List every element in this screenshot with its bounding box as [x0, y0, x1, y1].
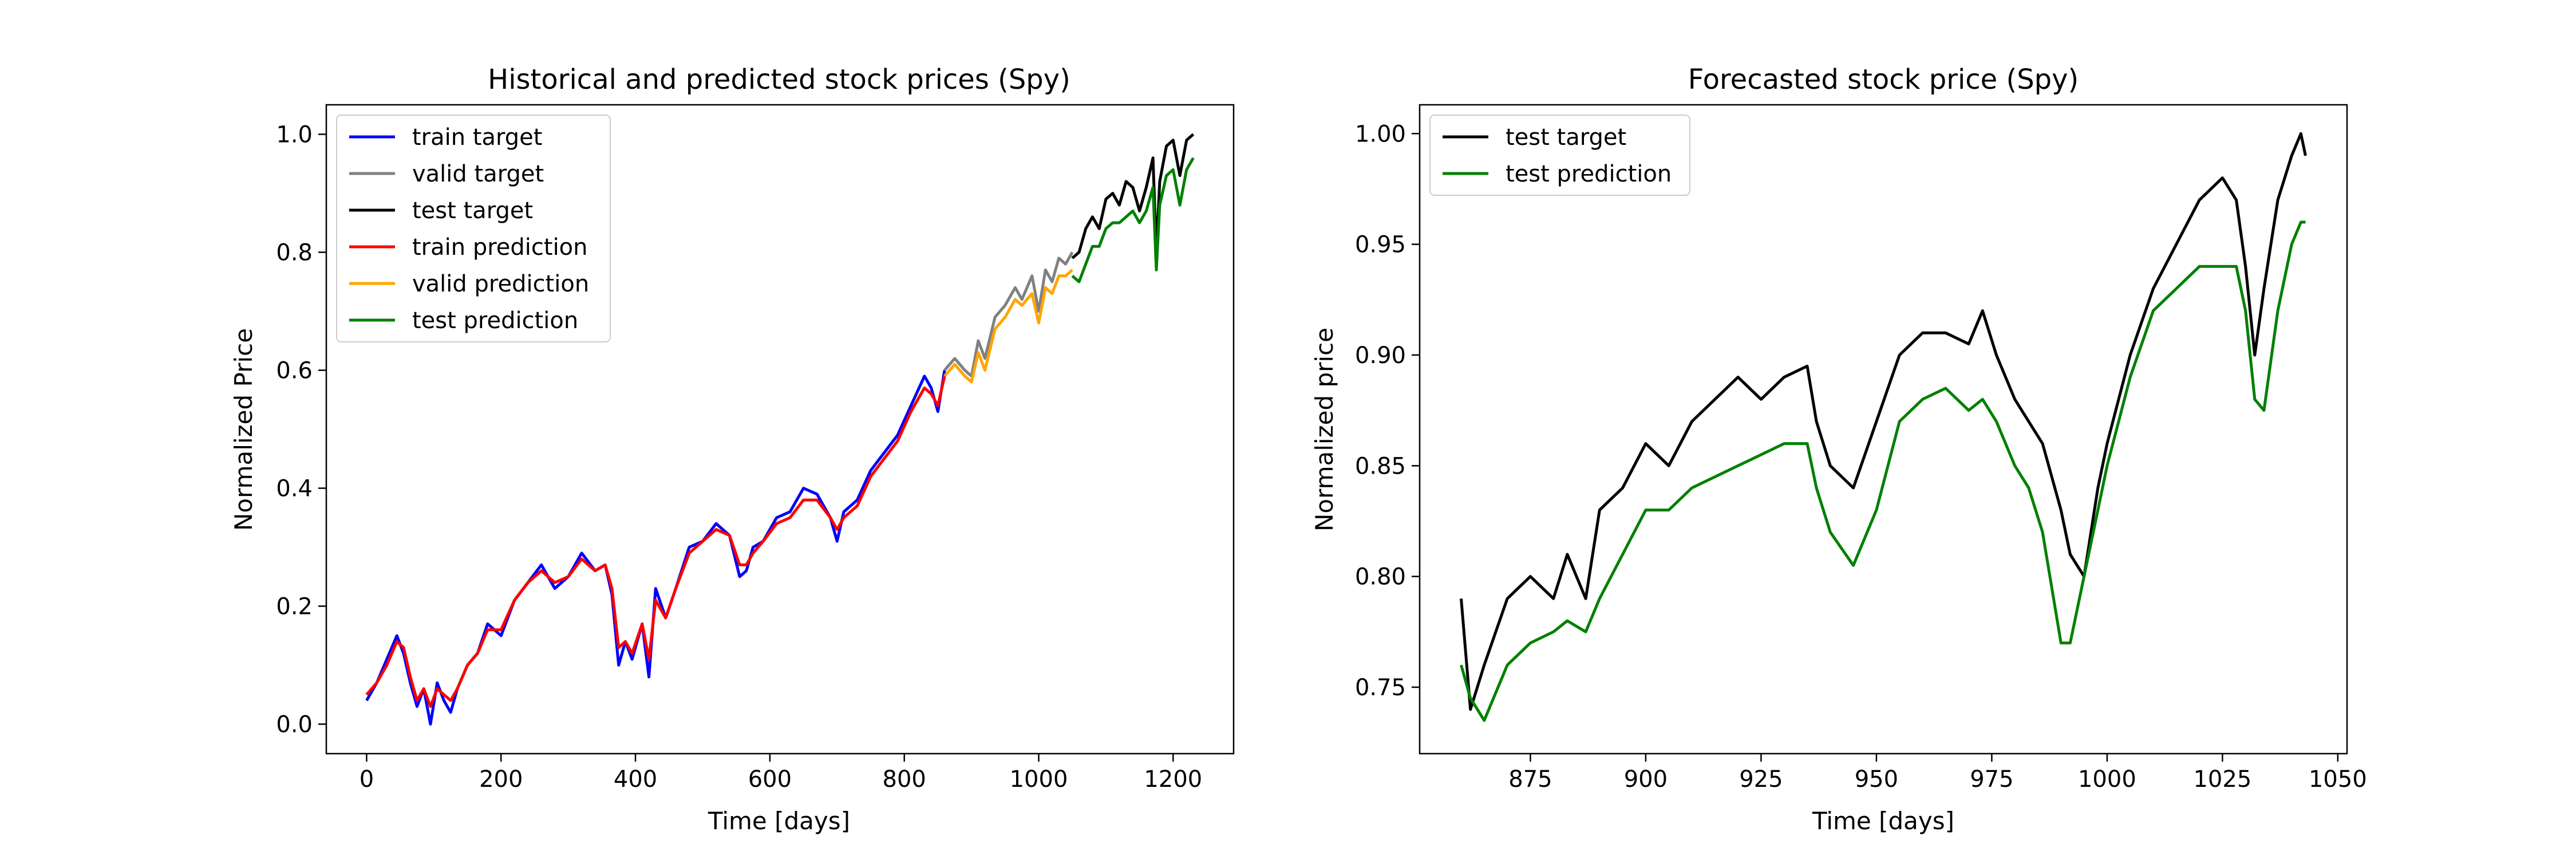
- x-tick-label: 1200: [1144, 766, 1202, 793]
- series-line-valid-prediction: [943, 269, 1073, 384]
- y-tick-label: 0.0: [276, 712, 313, 738]
- x-tick-label: 975: [1970, 766, 2013, 793]
- series-line-test-target: [1071, 133, 1195, 259]
- y-tick-label: 0.80: [1355, 564, 1406, 590]
- y-tick-label: 1.00: [1355, 121, 1406, 147]
- x-tick-label: 0: [359, 766, 374, 793]
- legend-box: [1429, 115, 1690, 196]
- legend-label: test target: [412, 198, 533, 224]
- series-line-test-prediction: [1460, 220, 2306, 722]
- chart-historical: Historical and predicted stock prices (S…: [230, 64, 1235, 835]
- legend: train target valid target test target train…: [336, 115, 611, 342]
- x-tick-label: 1025: [2193, 766, 2251, 793]
- series-line-train-prediction: [365, 376, 946, 708]
- series-line-test-prediction: [1071, 157, 1195, 283]
- x-tick-label: 200: [479, 766, 523, 793]
- axes-frame: [325, 104, 1235, 755]
- x-tick-label: 875: [1508, 766, 1552, 793]
- plot-area: 875 900 925 950 975 1000 1025 1050 0.75 0.80 0.85 0…: [1355, 104, 2367, 793]
- chart-title: Forecasted stock price (Spy): [1688, 64, 2079, 96]
- y-tick-label: 1.0: [276, 122, 313, 148]
- chart-forecast: Forecasted stock price (Spy) Time [days]…: [1310, 64, 2367, 835]
- x-axis-label: Time [days]: [708, 807, 850, 835]
- y-tick-label: 0.95: [1355, 232, 1406, 258]
- legend-label: valid target: [412, 161, 544, 187]
- x-tick-label: 925: [1739, 766, 1783, 793]
- x-tick-label: 400: [614, 766, 657, 793]
- y-tick-label: 0.2: [276, 594, 313, 620]
- y-axis-label: Normalized price: [1310, 328, 1338, 531]
- x-tick-label: 800: [883, 766, 926, 793]
- series-line-valid-target: [943, 251, 1074, 378]
- x-tick-label: 950: [1855, 766, 1898, 793]
- axes-frame: [1419, 104, 2348, 755]
- x-tick-label: 900: [1624, 766, 1668, 793]
- y-tick-label: 0.8: [276, 240, 313, 266]
- legend: test target test prediction: [1429, 115, 1690, 196]
- y-tick-label: 0.75: [1355, 675, 1406, 701]
- x-tick-label: 1000: [2078, 766, 2136, 793]
- y-tick-label: 0.90: [1355, 342, 1406, 369]
- legend-box: [336, 115, 611, 342]
- series-line-test-target: [1460, 132, 2307, 711]
- x-tick-label: 1050: [2309, 766, 2367, 793]
- y-axis-label: Normalized Price: [230, 328, 258, 531]
- y-tick-label: 0.4: [276, 476, 313, 502]
- legend-label: valid prediction: [412, 271, 589, 297]
- legend-label: test prediction: [412, 308, 578, 334]
- y-tick-label: 0.6: [276, 358, 313, 384]
- legend-label: test target: [1506, 124, 1626, 151]
- x-axis-label: Time [days]: [1812, 807, 1954, 835]
- plot-area: 0 200 400 600 800 1000 1200 0.0 0.2 0.4 0.6 0.8 1.0 t…: [276, 104, 1235, 793]
- x-tick-label: 600: [748, 766, 792, 793]
- x-tick-label: 1000: [1010, 766, 1068, 793]
- legend-label: train prediction: [412, 234, 588, 261]
- legend-label: test prediction: [1506, 161, 1672, 187]
- y-tick-label: 0.85: [1355, 453, 1406, 479]
- legend-label: train target: [412, 124, 542, 151]
- chart-title: Historical and predicted stock prices (S…: [488, 64, 1070, 96]
